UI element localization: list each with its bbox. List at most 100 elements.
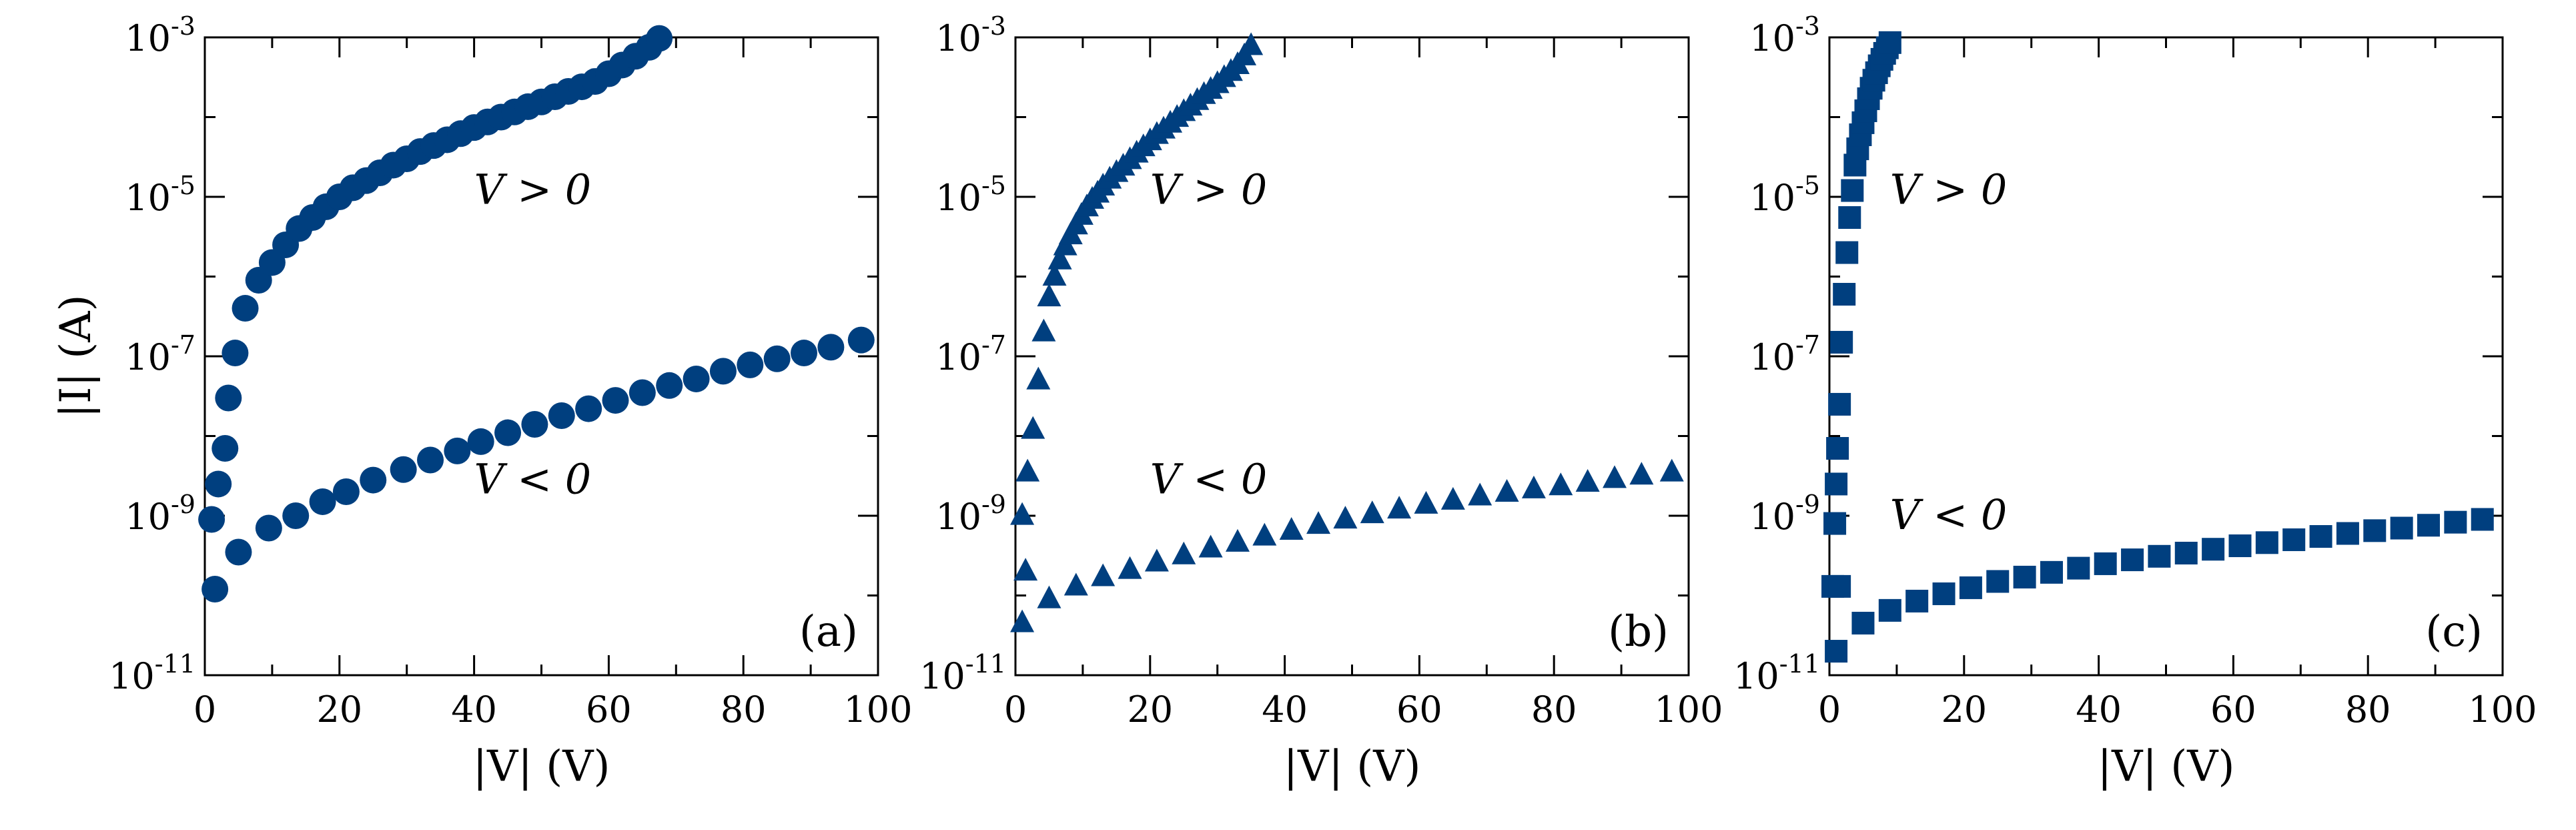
data-point bbox=[628, 379, 656, 406]
data-point bbox=[1440, 486, 1465, 510]
data-point bbox=[1047, 246, 1072, 270]
data-point bbox=[2174, 541, 2198, 564]
data-point bbox=[1172, 541, 1196, 564]
series-positive-bias bbox=[198, 25, 673, 533]
data-point bbox=[2471, 508, 2494, 531]
annotation-label: V > 0 bbox=[474, 165, 592, 214]
x-axis-label: |V| (V) bbox=[1284, 742, 1421, 791]
data-point bbox=[1823, 512, 1847, 535]
data-point bbox=[198, 506, 226, 533]
annotation-label: V < 0 bbox=[474, 455, 592, 504]
y-tick-label: 10-3 bbox=[1749, 11, 1820, 59]
data-point bbox=[1828, 574, 1851, 598]
y-tick-label: 10-3 bbox=[125, 11, 195, 59]
y-tick-label: 10-7 bbox=[935, 330, 1006, 378]
data-point bbox=[1986, 570, 2010, 593]
series-negative-bias bbox=[1010, 458, 1684, 633]
data-point bbox=[1091, 563, 1116, 586]
data-point bbox=[1932, 582, 1956, 605]
data-point bbox=[1013, 558, 1038, 581]
x-tick-label: 40 bbox=[451, 689, 497, 731]
data-point bbox=[1239, 32, 1264, 55]
data-point bbox=[2309, 525, 2332, 548]
data-point bbox=[1841, 179, 1864, 202]
y-tick-exponent: -3 bbox=[171, 11, 195, 41]
data-point bbox=[282, 502, 310, 529]
plot-frame bbox=[1828, 36, 2504, 677]
data-point bbox=[1878, 598, 1901, 622]
panel-label: (a) bbox=[799, 607, 858, 657]
data-point bbox=[2202, 538, 2225, 561]
x-tick-label: 100 bbox=[843, 689, 912, 731]
data-point bbox=[360, 466, 387, 494]
data-point bbox=[1826, 437, 1849, 460]
x-tick-label: 80 bbox=[2345, 689, 2391, 731]
data-point bbox=[1851, 611, 1875, 635]
x-tick-label: 80 bbox=[1531, 689, 1577, 731]
x-tick-label: 40 bbox=[1262, 689, 1308, 731]
y-tick-exponent: -9 bbox=[1795, 490, 1820, 519]
data-point bbox=[1575, 469, 1600, 492]
y-tick-exponent: -3 bbox=[981, 11, 1006, 41]
data-point bbox=[215, 384, 242, 412]
data-point bbox=[1828, 392, 1851, 416]
data-point bbox=[575, 395, 602, 422]
data-point bbox=[332, 478, 360, 506]
x-tick-label: 60 bbox=[1396, 689, 1442, 731]
data-point bbox=[1118, 556, 1142, 579]
data-point bbox=[817, 334, 845, 361]
series-positive-bias bbox=[1010, 32, 1264, 525]
data-point bbox=[683, 365, 710, 392]
y-tick-exponent: -7 bbox=[171, 330, 195, 360]
y-tick-base: 10 bbox=[935, 17, 981, 59]
data-point bbox=[211, 435, 239, 462]
data-point bbox=[602, 387, 629, 414]
y-tick-base: 10 bbox=[1749, 336, 1795, 378]
y-tick-label: 10-9 bbox=[125, 490, 195, 538]
y-tick-base: 10 bbox=[1749, 17, 1795, 59]
data-point bbox=[2040, 560, 2063, 584]
data-point bbox=[1387, 496, 1412, 519]
data-point bbox=[709, 358, 737, 385]
data-point bbox=[417, 446, 444, 474]
x-tick-label: 20 bbox=[316, 689, 362, 731]
y-tick-label: 10-11 bbox=[109, 649, 195, 697]
x-tick-label: 0 bbox=[1004, 689, 1027, 731]
data-point bbox=[1830, 330, 1853, 354]
y-tick-base: 10 bbox=[109, 655, 155, 697]
data-point bbox=[1279, 516, 1304, 540]
y-tick-base: 10 bbox=[125, 336, 171, 378]
panel-label: (c) bbox=[2425, 607, 2483, 657]
data-point bbox=[1252, 522, 1277, 546]
data-point bbox=[225, 538, 252, 566]
y-tick-exponent: -11 bbox=[1779, 649, 1820, 679]
y-tick-exponent: -9 bbox=[981, 490, 1006, 519]
data-point bbox=[205, 470, 232, 498]
data-point bbox=[1838, 206, 1861, 230]
data-point bbox=[1037, 284, 1061, 307]
data-point bbox=[467, 428, 494, 455]
y-tick-base: 10 bbox=[935, 496, 981, 538]
data-point bbox=[2094, 552, 2117, 575]
data-point bbox=[390, 456, 417, 483]
x-tick-label: 80 bbox=[721, 689, 767, 731]
annotation-label: V < 0 bbox=[1890, 490, 2008, 539]
data-point bbox=[1878, 31, 1901, 54]
data-point bbox=[1026, 366, 1051, 390]
data-point bbox=[1031, 318, 1056, 342]
data-point bbox=[1010, 502, 1035, 525]
data-point bbox=[521, 411, 548, 438]
annotation-label: V > 0 bbox=[1150, 165, 1268, 214]
data-point bbox=[763, 345, 791, 372]
data-point bbox=[1468, 482, 1492, 506]
y-tick-label: 10-5 bbox=[935, 171, 1006, 219]
data-point bbox=[1549, 472, 1573, 496]
data-point bbox=[1629, 462, 1654, 485]
data-point bbox=[1825, 472, 1848, 496]
data-point bbox=[1494, 478, 1519, 502]
y-tick-exponent: -7 bbox=[981, 330, 1006, 360]
y-tick-base: 10 bbox=[1749, 177, 1795, 219]
